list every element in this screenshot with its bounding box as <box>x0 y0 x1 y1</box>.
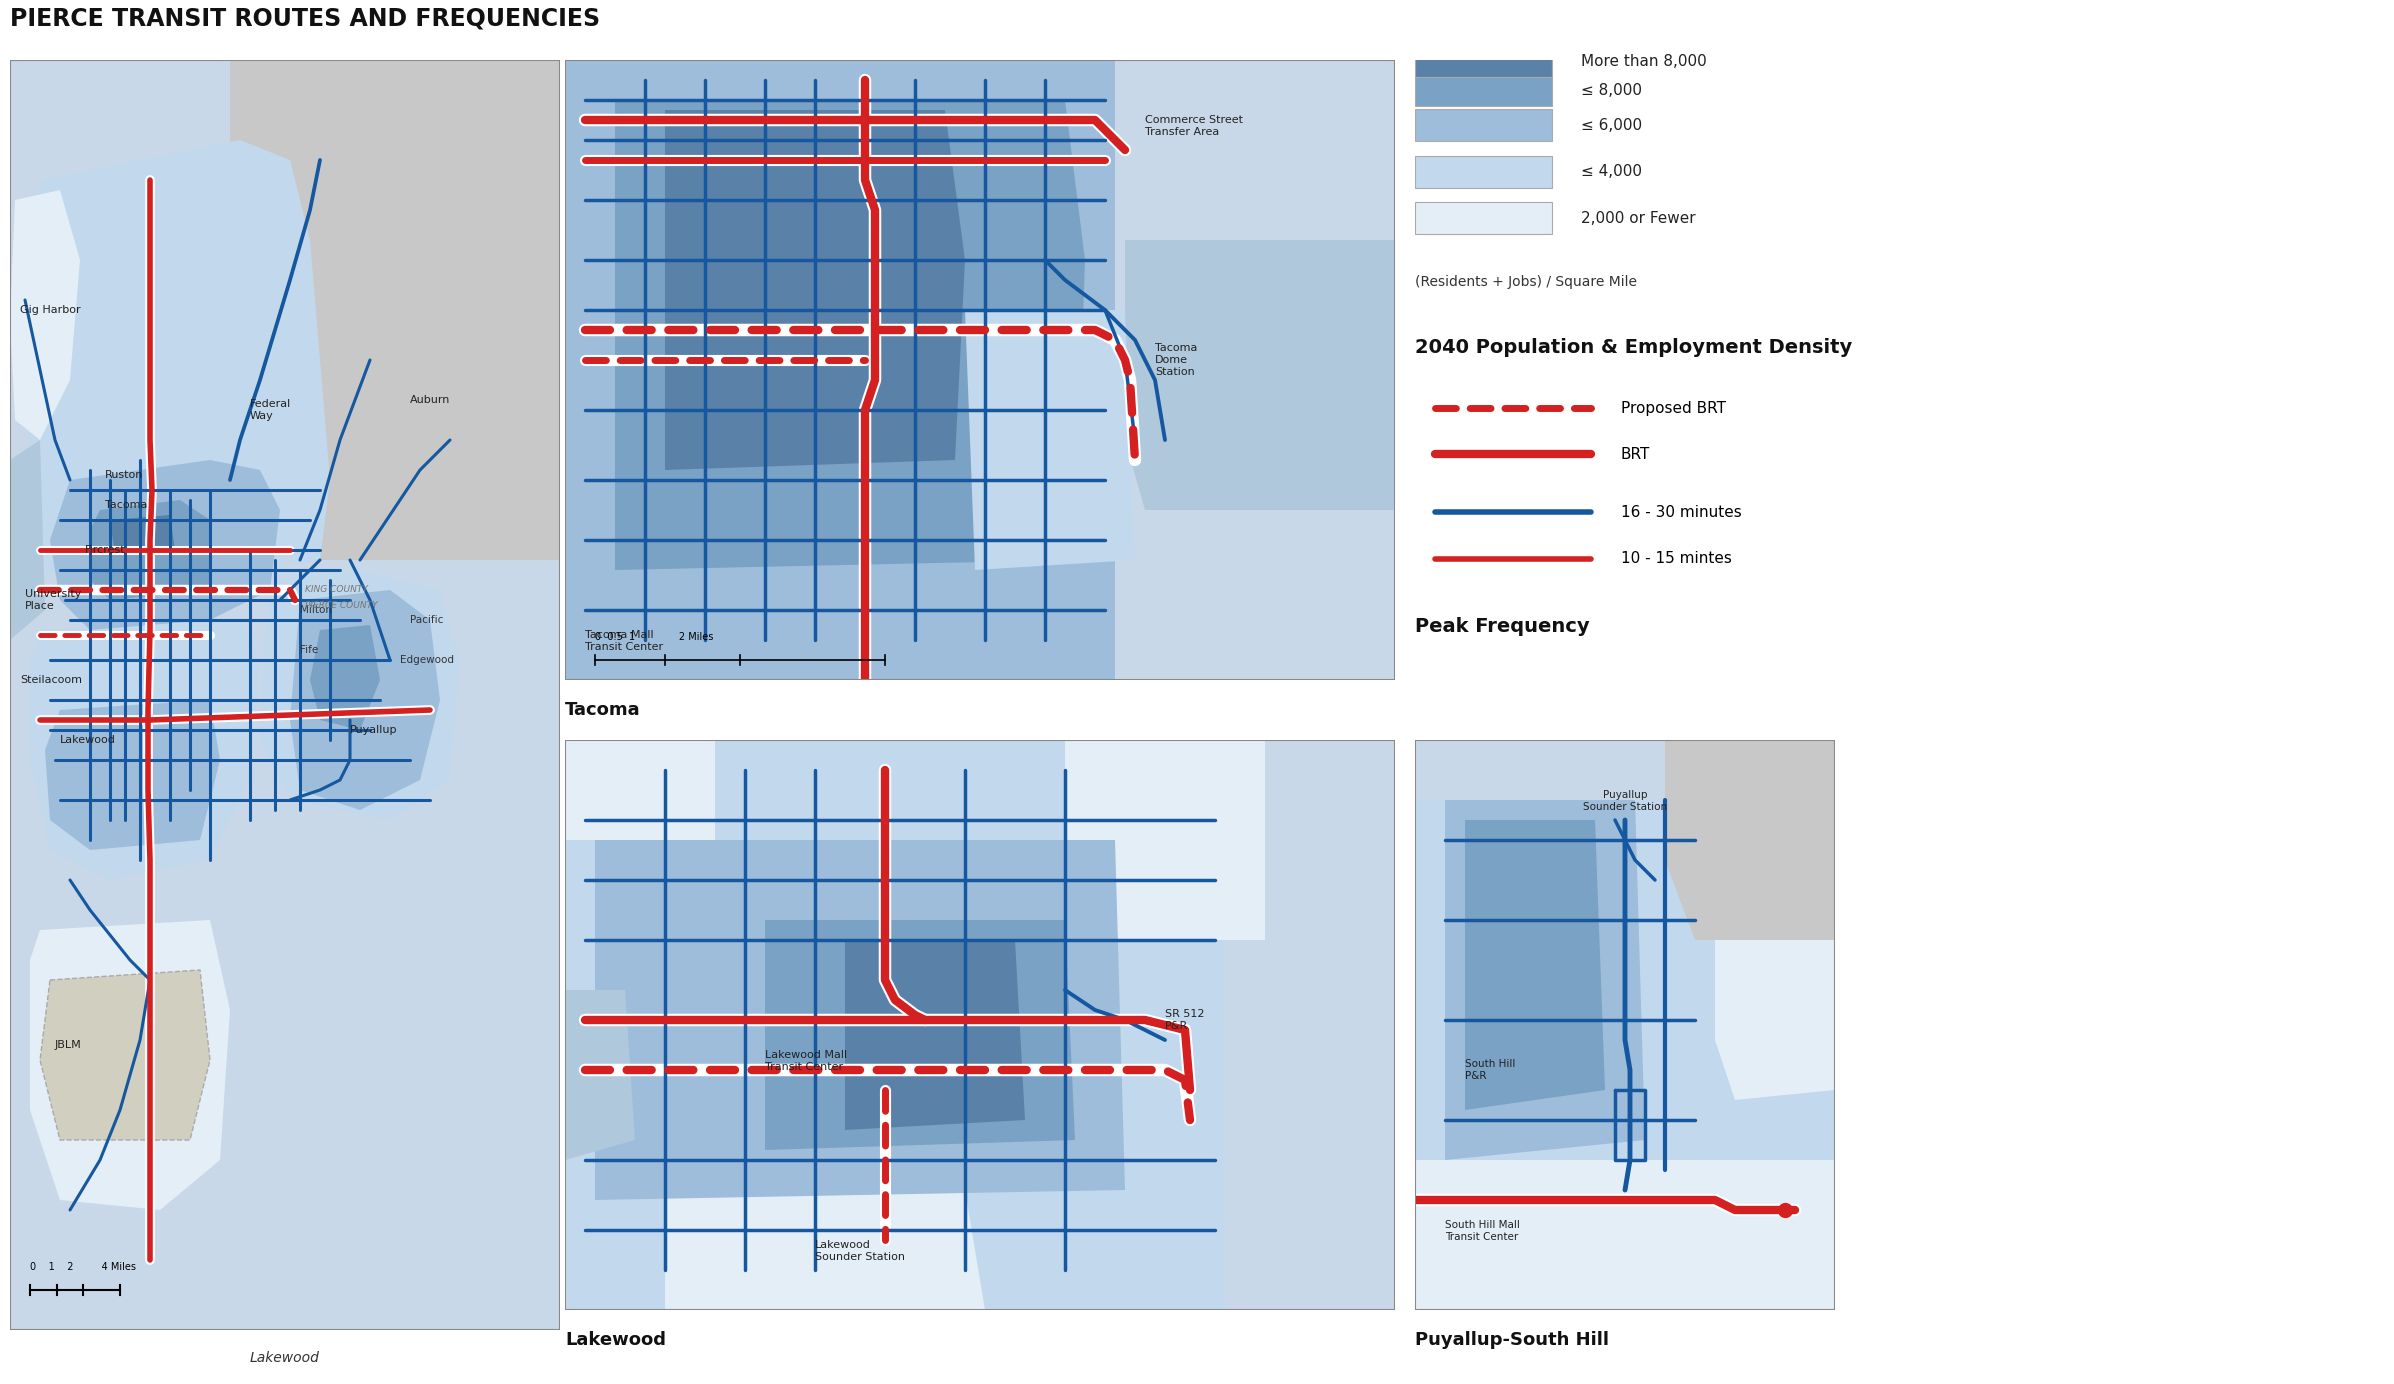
Text: SR 512
P&R: SR 512 P&R <box>1166 1009 1204 1031</box>
Polygon shape <box>50 459 280 630</box>
Text: (Residents + Jobs) / Square Mile: (Residents + Jobs) / Square Mile <box>1415 274 1637 289</box>
FancyBboxPatch shape <box>1415 46 1551 78</box>
Text: Lakewood Mall
Transit Center: Lakewood Mall Transit Center <box>766 1050 847 1071</box>
Polygon shape <box>965 310 1135 570</box>
Text: Tacoma Mall
Transit Center: Tacoma Mall Transit Center <box>584 630 663 652</box>
Polygon shape <box>110 515 175 555</box>
Text: Lakewood
Sounder Station: Lakewood Sounder Station <box>814 1240 905 1262</box>
Text: 16 - 30 minutes: 16 - 30 minutes <box>1621 505 1740 520</box>
Text: Tacoma: Tacoma <box>565 700 642 718</box>
Text: Steilacoom: Steilacoom <box>19 675 81 685</box>
Text: Federal
Way: Federal Way <box>249 399 292 421</box>
Text: 10 - 15 mintes: 10 - 15 mintes <box>1621 551 1731 566</box>
Polygon shape <box>290 590 440 810</box>
Text: 735,000 Annual Service Hours: 735,000 Annual Service Hours <box>10 68 340 87</box>
Text: More than 8,000: More than 8,000 <box>1582 54 1707 69</box>
Polygon shape <box>845 940 1025 1129</box>
Text: Edgewood: Edgewood <box>400 655 455 664</box>
Polygon shape <box>10 190 79 440</box>
Polygon shape <box>596 840 1125 1200</box>
Text: South Hill
P&R: South Hill P&R <box>1465 1059 1515 1081</box>
Polygon shape <box>1415 1160 1834 1311</box>
Polygon shape <box>19 140 330 590</box>
Text: Proposed BRT: Proposed BRT <box>1621 400 1726 415</box>
Polygon shape <box>10 440 45 639</box>
Polygon shape <box>565 990 634 1160</box>
Text: ≤ 6,000: ≤ 6,000 <box>1582 118 1642 133</box>
Text: Milton: Milton <box>299 605 333 614</box>
Polygon shape <box>565 740 1264 1311</box>
Text: South Hill Mall
Transit Center: South Hill Mall Transit Center <box>1446 1221 1520 1241</box>
Text: Auburn: Auburn <box>409 394 450 406</box>
Text: 2040 Population & Employment Density: 2040 Population & Employment Density <box>1415 339 1853 357</box>
Polygon shape <box>10 60 560 1330</box>
Text: PIERCE TRANSIT ROUTES AND FREQUENCIES: PIERCE TRANSIT ROUTES AND FREQUENCIES <box>10 7 601 30</box>
Polygon shape <box>565 740 716 840</box>
Polygon shape <box>666 109 965 471</box>
FancyBboxPatch shape <box>1415 75 1551 107</box>
Polygon shape <box>615 100 1084 570</box>
Polygon shape <box>1226 740 1396 1311</box>
FancyBboxPatch shape <box>1415 155 1551 188</box>
Text: Puyallup: Puyallup <box>350 725 397 735</box>
Polygon shape <box>1415 740 1834 800</box>
Polygon shape <box>1465 819 1604 1110</box>
Text: KING COUNTY: KING COUNTY <box>304 585 369 595</box>
Text: Puyallup-South Hill: Puyallup-South Hill <box>1415 1331 1609 1349</box>
Text: 0  0.5  1              2 Miles: 0 0.5 1 2 Miles <box>596 632 713 642</box>
Text: Gig Harbor: Gig Harbor <box>19 304 81 316</box>
Text: Puyallup
Sounder Station: Puyallup Sounder Station <box>1582 790 1666 811</box>
Text: Tacoma: Tacoma <box>105 500 148 509</box>
Text: Commerce Street
Transfer Area: Commerce Street Transfer Area <box>1144 115 1242 137</box>
Text: Peak Frequency: Peak Frequency <box>1415 617 1590 635</box>
Text: Fife: Fife <box>299 645 318 655</box>
Polygon shape <box>1446 800 1645 1160</box>
Text: JBLM: JBLM <box>55 1039 81 1050</box>
FancyBboxPatch shape <box>1415 202 1551 234</box>
Text: Ruston: Ruston <box>105 471 144 480</box>
Polygon shape <box>1125 239 1396 509</box>
Text: Lakewood: Lakewood <box>60 735 115 745</box>
Polygon shape <box>91 500 211 601</box>
Text: Lakewood: Lakewood <box>565 1331 666 1349</box>
Polygon shape <box>1664 740 1834 940</box>
Polygon shape <box>261 570 460 819</box>
Polygon shape <box>1415 740 1834 1311</box>
Text: Lakewood: Lakewood <box>249 1351 321 1365</box>
Text: 0    1    2         4 Miles: 0 1 2 4 Miles <box>31 1262 136 1272</box>
Polygon shape <box>666 1190 984 1311</box>
Text: 2,000 or Fewer: 2,000 or Fewer <box>1582 210 1695 226</box>
Text: BRT: BRT <box>1621 447 1649 462</box>
Text: Tacoma
Dome
Station: Tacoma Dome Station <box>1154 343 1197 376</box>
Text: Pacific: Pacific <box>409 614 443 626</box>
Polygon shape <box>309 626 381 729</box>
Polygon shape <box>1116 60 1396 680</box>
Polygon shape <box>1714 940 1834 1100</box>
Text: ≤ 8,000: ≤ 8,000 <box>1582 83 1642 98</box>
FancyBboxPatch shape <box>1415 109 1551 141</box>
Text: Fircrest: Fircrest <box>86 545 124 555</box>
Text: PIERCE COUNTY: PIERCE COUNTY <box>304 601 378 609</box>
Polygon shape <box>766 920 1075 1150</box>
Polygon shape <box>31 620 261 880</box>
Text: University
Place: University Place <box>24 590 81 610</box>
Polygon shape <box>230 60 560 561</box>
Polygon shape <box>1065 740 1264 940</box>
Text: ≤ 4,000: ≤ 4,000 <box>1582 165 1642 179</box>
Polygon shape <box>31 920 230 1210</box>
Polygon shape <box>45 700 220 850</box>
Polygon shape <box>565 60 1185 680</box>
Polygon shape <box>41 970 211 1140</box>
